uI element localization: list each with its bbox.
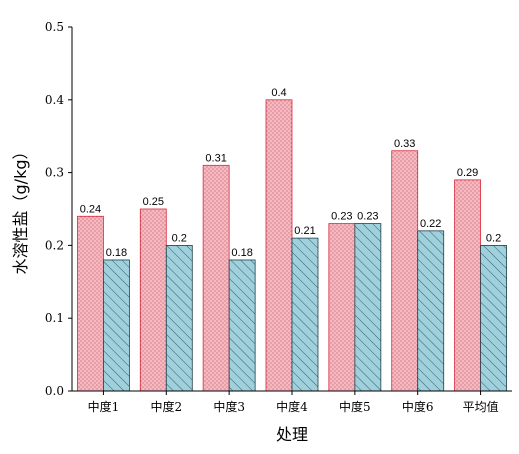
data-label: 0.25 <box>143 196 164 208</box>
x-tick-label: 平均值 <box>463 399 499 414</box>
bar-series2-1 <box>103 259 130 392</box>
y-tick-label: 0.0 <box>45 384 64 398</box>
bar-series1-5 <box>328 223 356 392</box>
x-tick-label: 中度6 <box>402 399 434 414</box>
bar-series1-3 <box>202 164 230 392</box>
data-label: 0.22 <box>420 218 441 230</box>
x-axis-label: 处理 <box>276 425 308 444</box>
data-label: 0.23 <box>357 211 378 223</box>
data-label: 0.18 <box>231 247 252 259</box>
bar-series1-2 <box>139 208 167 392</box>
bar-series2-2 <box>165 244 193 392</box>
y-tick-label: 0.4 <box>45 93 64 107</box>
y-tick-label: 0.5 <box>45 20 64 34</box>
bar-series1-6 <box>391 150 419 392</box>
data-label: 0.23 <box>331 211 352 223</box>
bar-series2-5 <box>354 223 382 392</box>
bar-series2-6 <box>417 230 445 392</box>
bar-series2-4 <box>291 237 319 392</box>
bars-layer <box>77 99 507 392</box>
data-labels-layer: 0.24 0.18 0.25 0.2 0.31 0.18 0.4 0.21 0.23 0.23 0.… <box>80 87 502 259</box>
data-label: 0.4 <box>271 87 286 99</box>
x-tick-label: 中度3 <box>213 399 245 414</box>
bar-series1-1 <box>77 215 104 392</box>
bar-series1-7 <box>454 179 481 392</box>
x-tick-label: 中度2 <box>150 399 182 414</box>
y-tick-label: 0.3 <box>45 166 64 180</box>
bar-series2-3 <box>228 259 256 392</box>
data-label: 0.2 <box>172 232 187 244</box>
x-tick-label: 中度1 <box>88 399 120 414</box>
data-label: 0.2 <box>486 232 501 244</box>
data-label: 0.18 <box>106 247 127 259</box>
x-tick-label: 中度4 <box>276 399 308 414</box>
data-label: 0.33 <box>394 138 415 150</box>
data-label: 0.21 <box>294 225 315 237</box>
x-ticks: 中度1 中度2 中度3 中度4 中度5 中度6 平均值 <box>88 391 499 414</box>
y-tick-label: 0.1 <box>45 311 64 325</box>
bar-series1-4 <box>265 99 293 392</box>
data-label: 0.31 <box>205 152 226 164</box>
x-tick-label: 中度5 <box>339 399 371 414</box>
y-tick-label: 0.2 <box>45 238 64 252</box>
bar-series2-7 <box>480 244 507 392</box>
data-label: 0.24 <box>80 203 101 215</box>
data-label: 0.29 <box>457 167 478 179</box>
y-axis-label: 水溶性盐（g/kg） <box>11 144 30 275</box>
y-ticks: 0.0 0.1 0.2 0.3 0.4 0.5 <box>45 20 72 398</box>
